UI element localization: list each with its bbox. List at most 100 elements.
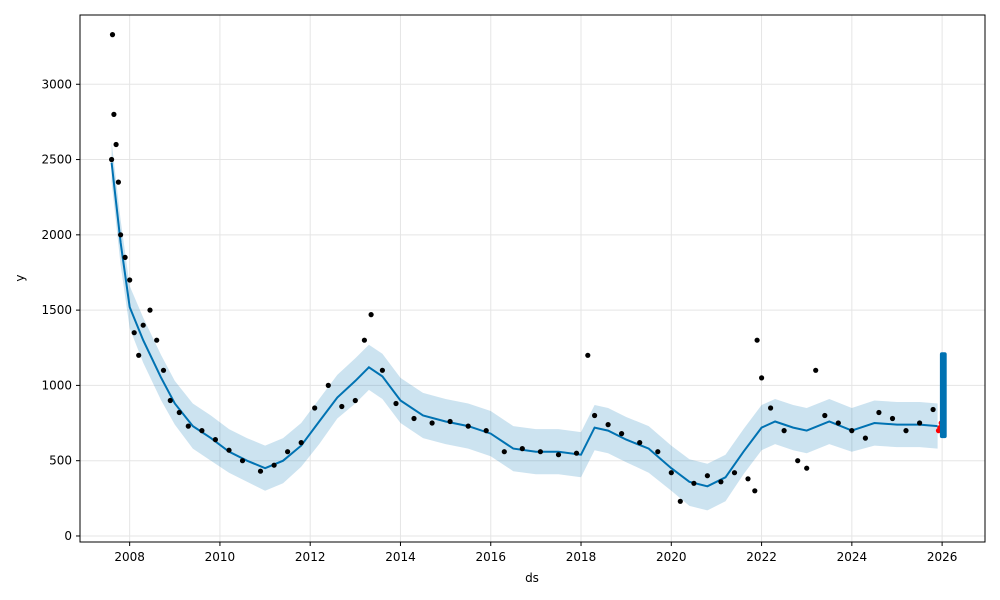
- observed-point: [393, 400, 399, 407]
- y-ticks: 0 500 1000 1500 2000 2500 3000: [41, 77, 80, 543]
- y-tick-label: 1000: [41, 378, 72, 392]
- x-tick-label: 2016: [475, 550, 506, 564]
- observed-point: [226, 447, 232, 453]
- observed-point: [501, 449, 507, 455]
- observed-point: [752, 488, 758, 494]
- observed-point: [585, 352, 591, 358]
- x-tick-label: 2012: [295, 550, 326, 564]
- observed-point: [745, 476, 751, 482]
- uncertainty-band-layer: [111, 141, 938, 511]
- observed-point: [154, 337, 160, 343]
- observed-point: [447, 418, 453, 425]
- observed-point: [140, 322, 146, 328]
- observed-point: [555, 452, 562, 458]
- y-tick-label: 1500: [41, 303, 72, 317]
- observed-point: [668, 470, 674, 476]
- y-tick-label: 2500: [41, 153, 72, 167]
- observed-point: [637, 440, 643, 446]
- x-axis-label: ds: [525, 571, 539, 585]
- observed-point: [368, 312, 374, 318]
- observed-point: [122, 254, 128, 260]
- observed-point: [889, 415, 896, 422]
- observed-point: [136, 352, 142, 358]
- observed-point: [704, 473, 711, 479]
- x-tick-label: 2018: [566, 550, 597, 564]
- observed-point: [718, 479, 724, 485]
- observed-point: [113, 141, 119, 148]
- observed-point: [804, 465, 810, 471]
- observed-point: [167, 397, 173, 404]
- observed-point: [257, 468, 264, 474]
- observed-point: [298, 440, 304, 446]
- observed-point: [361, 337, 367, 343]
- observed-point: [160, 367, 167, 373]
- observed-point: [849, 428, 855, 434]
- x-tick-label: 2024: [837, 550, 868, 564]
- observed-point: [930, 406, 936, 413]
- forecast-highlight: [939, 352, 947, 439]
- y-axis-label: y: [13, 274, 27, 281]
- x-tick-label: 2008: [114, 550, 145, 564]
- observed-point: [115, 179, 121, 185]
- observed-point: [876, 409, 882, 416]
- observed-point: [862, 435, 869, 441]
- y-tick-label: 0: [64, 529, 72, 543]
- plot-frame: [79, 14, 986, 543]
- observed-point: [109, 156, 115, 163]
- observed-point: [212, 437, 218, 443]
- observed-point: [592, 412, 598, 419]
- observed-point: [325, 382, 331, 388]
- observed-point: [677, 498, 683, 504]
- y-tick-label: 2000: [41, 228, 72, 242]
- x-ticks: 2008 2010 2012 2014 2016 2018 2020 2022 2024 2026: [114, 542, 957, 564]
- observed-point: [822, 412, 828, 419]
- observed-point: [835, 420, 841, 426]
- observed-point: [147, 307, 153, 313]
- forecast-line-layer: [110, 162, 938, 488]
- y-tick-label: 500: [49, 454, 72, 468]
- observed-point: [781, 428, 787, 434]
- observed-point: [312, 405, 318, 411]
- observed-point: [691, 480, 697, 486]
- observed-point: [731, 470, 738, 476]
- observed-point: [813, 367, 819, 373]
- x-tick-label: 2026: [927, 550, 958, 564]
- observed-point: [795, 458, 801, 464]
- observed-point: [519, 446, 525, 452]
- observed-point: [768, 405, 774, 411]
- observed-point: [352, 397, 358, 404]
- observed-point: [271, 462, 277, 468]
- observed-point: [339, 403, 345, 410]
- observed-point: [573, 450, 580, 456]
- grid-lines: [80, 15, 985, 542]
- uncertainty-band: [111, 141, 938, 511]
- y-tick-label: 3000: [41, 77, 72, 91]
- x-tick-label: 2014: [385, 550, 416, 564]
- observed-point: [131, 330, 137, 336]
- observed-point: [111, 111, 117, 117]
- forecast-highlight-layer: [939, 352, 947, 439]
- observed-point: [655, 449, 661, 455]
- x-tick-label: 2010: [205, 550, 236, 564]
- observed-point: [537, 449, 544, 455]
- observed-point: [379, 367, 385, 373]
- observed-point: [411, 415, 417, 422]
- observed-point: [754, 337, 760, 343]
- observed-point: [127, 277, 133, 283]
- x-tick-label: 2022: [746, 550, 777, 564]
- x-tick-label: 2020: [656, 550, 687, 564]
- observed-point: [185, 423, 191, 429]
- observed-point: [109, 31, 116, 38]
- observed-point: [285, 449, 291, 455]
- observed-point: [759, 375, 765, 381]
- observed-point: [176, 409, 182, 416]
- observed-points-layer: [109, 31, 936, 504]
- observed-point: [619, 431, 625, 437]
- observed-point: [118, 232, 124, 238]
- observed-point: [917, 420, 923, 426]
- observed-point: [483, 428, 489, 434]
- observed-point: [903, 428, 909, 434]
- observed-point: [199, 428, 205, 434]
- forecast-line: [110, 162, 938, 488]
